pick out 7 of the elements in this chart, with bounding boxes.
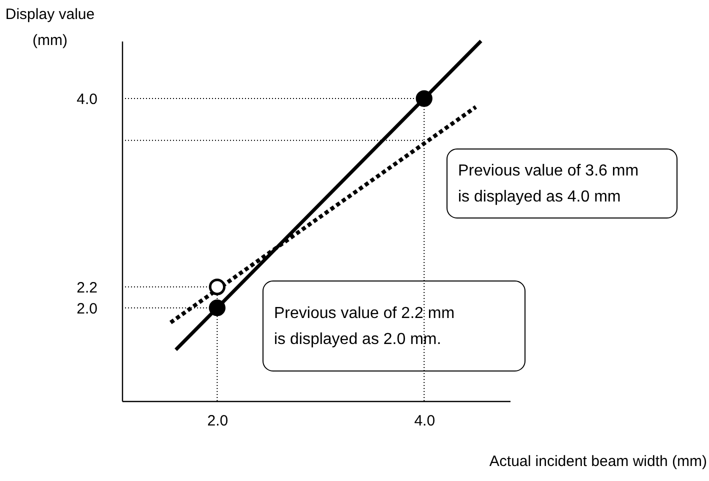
x-axis-title: Actual incident beam width (mm) [489,453,707,470]
y-tick-label: 2.0 [76,300,98,318]
annotation: Previous value of 3.6 mm is displayed as 4.0 mm [458,162,639,206]
annotation: Previous value of 2.2 mm is displayed as 2.0 mm. [274,305,455,348]
y-tick-label: 2.2 [76,279,98,296]
y-axis-title: Display value (mm) [5,6,95,49]
y-tick-label: 4.0 [76,91,98,108]
